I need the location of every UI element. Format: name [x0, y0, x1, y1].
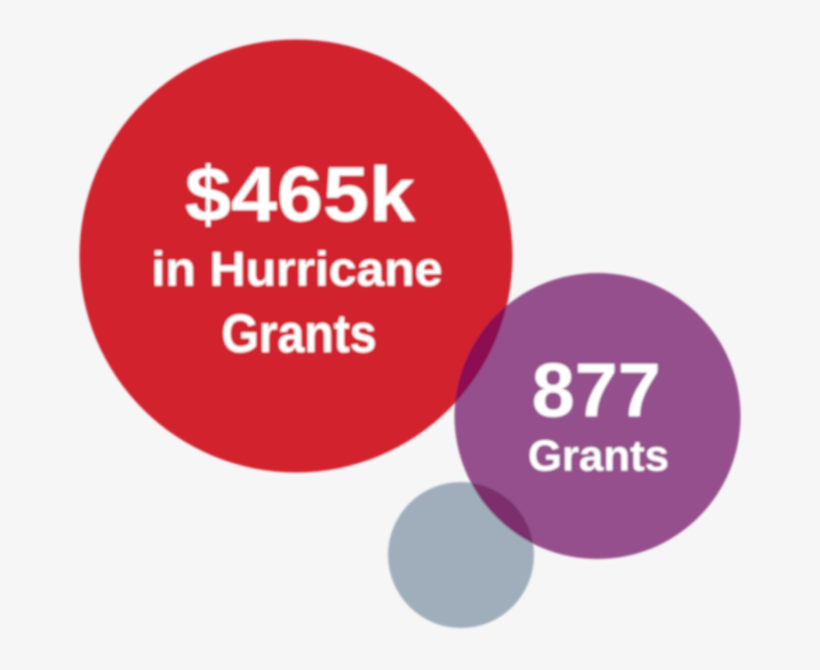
svg-text:Grants: Grants	[222, 304, 377, 364]
svg-text:$465k: $465k	[185, 152, 415, 238]
svg-text:Grants: Grants	[528, 432, 669, 481]
svg-text:in Hurricane: in Hurricane	[152, 243, 443, 296]
svg-text:877: 877	[532, 348, 661, 433]
